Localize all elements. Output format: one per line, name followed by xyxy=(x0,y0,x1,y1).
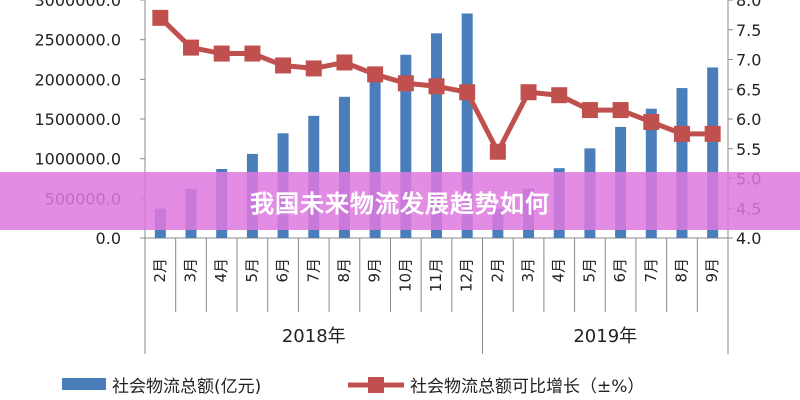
x-tick-label: 5月 xyxy=(580,258,598,283)
legend-line-marker xyxy=(368,377,384,393)
line-point xyxy=(673,125,690,142)
left-axis-tick-label: 2500000.0 xyxy=(34,31,121,50)
bar xyxy=(369,75,381,238)
x-tick-label: 2月 xyxy=(151,258,169,283)
x-tick-label: 4月 xyxy=(212,258,230,283)
right-axis-tick-label: 8.0 xyxy=(736,0,761,10)
legend-bar-label: 社会物流总额(亿元) xyxy=(112,377,261,397)
left-axis-tick-label: 2000000.0 xyxy=(34,70,121,89)
x-tick-label: 10月 xyxy=(396,258,414,292)
x-tick-label: 4月 xyxy=(550,258,568,283)
x-tick-label: 9月 xyxy=(366,258,384,283)
right-axis-tick-label: 5.5 xyxy=(736,140,761,159)
right-axis-tick-label: 6.0 xyxy=(736,110,761,129)
line-point xyxy=(459,84,476,101)
x-tick-label: 6月 xyxy=(611,258,629,283)
group-label: 2019年 xyxy=(573,326,637,347)
line-point xyxy=(581,102,598,119)
line-point xyxy=(305,60,322,77)
left-axis-tick-label: 0.0 xyxy=(96,229,121,248)
line-point xyxy=(275,57,292,74)
bar xyxy=(400,54,412,238)
x-tick-label: 9月 xyxy=(703,258,721,283)
legend-line-label: 社会物流总额可比增长（±%） xyxy=(410,377,644,397)
right-axis-tick-label: 6.5 xyxy=(736,80,761,99)
right-axis-tick-label: 7.0 xyxy=(736,51,761,70)
line-point xyxy=(612,102,629,119)
x-tick-label: 5月 xyxy=(243,258,261,283)
line-point xyxy=(520,84,537,101)
left-axis-tick-label: 1000000.0 xyxy=(34,150,121,169)
line-point xyxy=(428,78,445,95)
line-point xyxy=(213,45,230,62)
line-point xyxy=(367,66,384,83)
group-label: 2018年 xyxy=(282,326,346,347)
line-point xyxy=(244,45,261,62)
x-tick-label: 3月 xyxy=(519,258,537,283)
bar xyxy=(676,88,688,238)
line-point xyxy=(397,75,414,92)
x-tick-label: 8月 xyxy=(672,258,690,283)
line-point xyxy=(643,113,660,130)
x-tick-label: 2月 xyxy=(488,258,506,283)
x-tick-label: 6月 xyxy=(274,258,292,283)
x-tick-label: 11月 xyxy=(427,258,445,292)
right-axis-tick-label: 4.0 xyxy=(736,229,761,248)
line-point xyxy=(704,125,721,142)
x-tick-label: 8月 xyxy=(335,258,353,283)
x-tick-label: 12月 xyxy=(458,258,476,292)
bar xyxy=(461,13,473,239)
line-point xyxy=(551,87,568,104)
line-point xyxy=(152,9,169,26)
bar xyxy=(707,67,719,238)
line-point xyxy=(336,54,353,71)
line-point xyxy=(489,143,506,160)
line-point xyxy=(183,39,200,56)
left-axis-tick-label: 3000000.0 xyxy=(34,0,121,10)
x-tick-label: 3月 xyxy=(182,258,200,283)
x-tick-label: 7月 xyxy=(304,258,322,283)
x-tick-label: 7月 xyxy=(642,258,660,283)
legend-bar-swatch xyxy=(62,378,106,390)
left-axis-tick-label: 1500000.0 xyxy=(34,110,121,129)
title-banner: 我国未来物流发展趋势如何 xyxy=(0,172,800,230)
right-axis-tick-label: 7.5 xyxy=(736,21,761,40)
banner-title: 我国未来物流发展趋势如何 xyxy=(250,189,550,218)
bar xyxy=(338,96,350,238)
bar xyxy=(431,33,442,238)
